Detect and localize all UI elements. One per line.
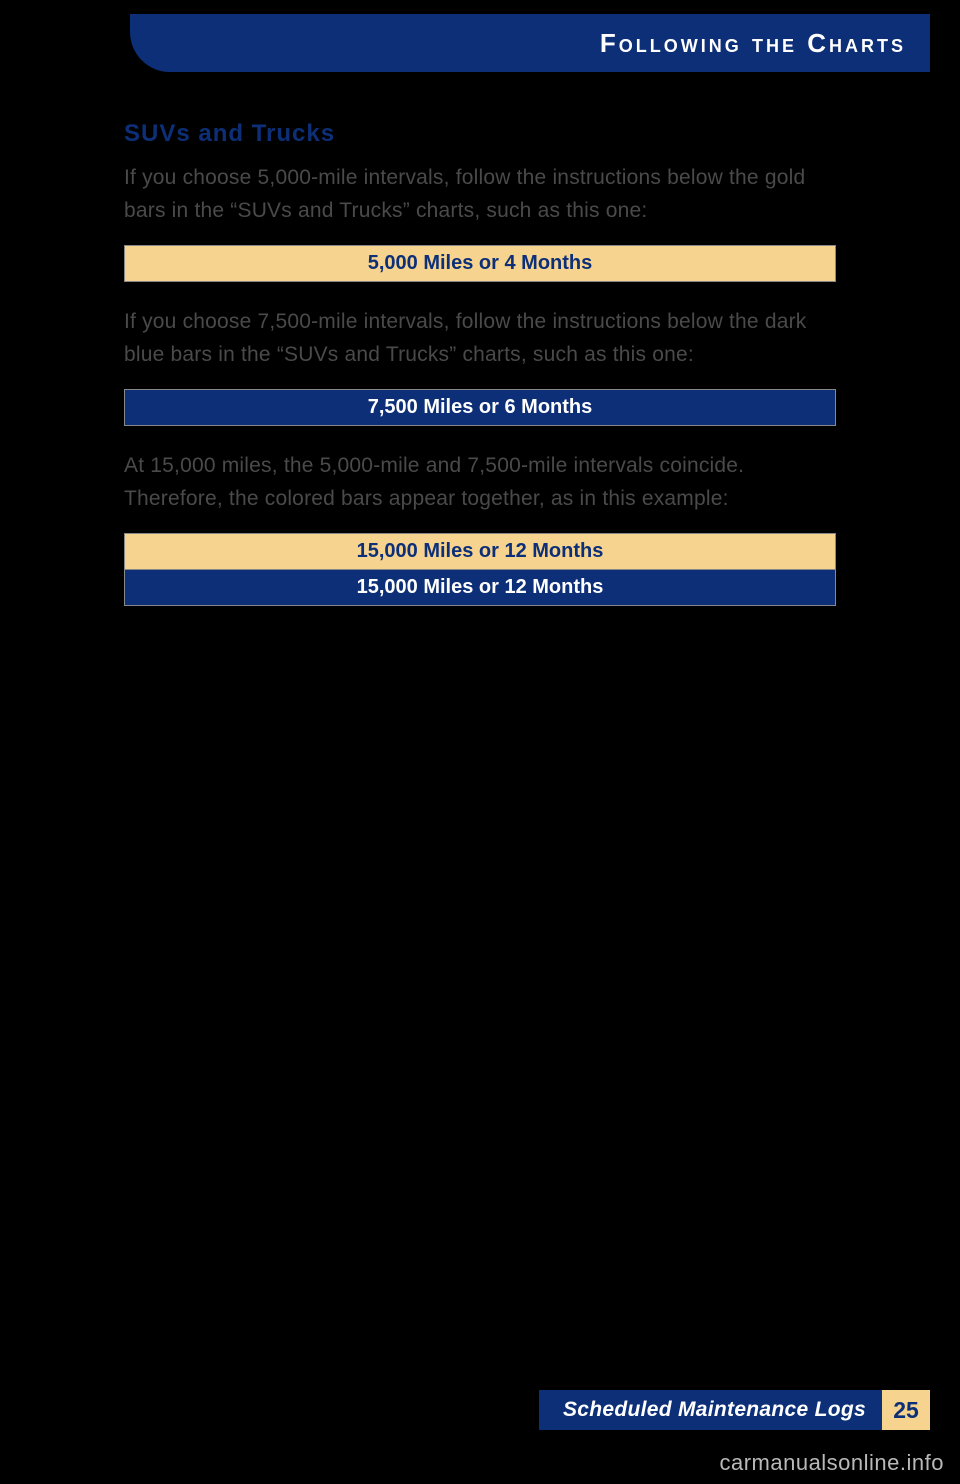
- blue-bar-7500: 7,500 Miles or 6 Months: [124, 389, 836, 426]
- paragraph-2: If you choose 7,500-mile intervals, foll…: [124, 306, 836, 371]
- combined-bars: 15,000 Miles or 12 Months 15,000 Miles o…: [124, 533, 836, 606]
- footer-bar: Scheduled Maintenance Logs 25: [539, 1390, 930, 1430]
- gold-bar-5000: 5,000 Miles or 4 Months: [124, 245, 836, 282]
- section-title: SUVs and Trucks: [124, 120, 836, 148]
- header-title: Following the Charts: [600, 28, 906, 59]
- header-tab: Following the Charts: [130, 14, 930, 72]
- footer-page-number: 25: [882, 1390, 930, 1430]
- watermark: carmanualsonline.info: [719, 1450, 944, 1476]
- paragraph-1: If you choose 5,000-mile intervals, foll…: [124, 162, 836, 227]
- combined-blue-bar: 15,000 Miles or 12 Months: [124, 569, 836, 606]
- paragraph-3: At 15,000 miles, the 5,000-mile and 7,50…: [124, 450, 836, 515]
- combined-gold-bar: 15,000 Miles or 12 Months: [124, 533, 836, 569]
- footer-label: Scheduled Maintenance Logs: [539, 1390, 882, 1430]
- content-area: SUVs and Trucks If you choose 5,000-mile…: [124, 120, 836, 630]
